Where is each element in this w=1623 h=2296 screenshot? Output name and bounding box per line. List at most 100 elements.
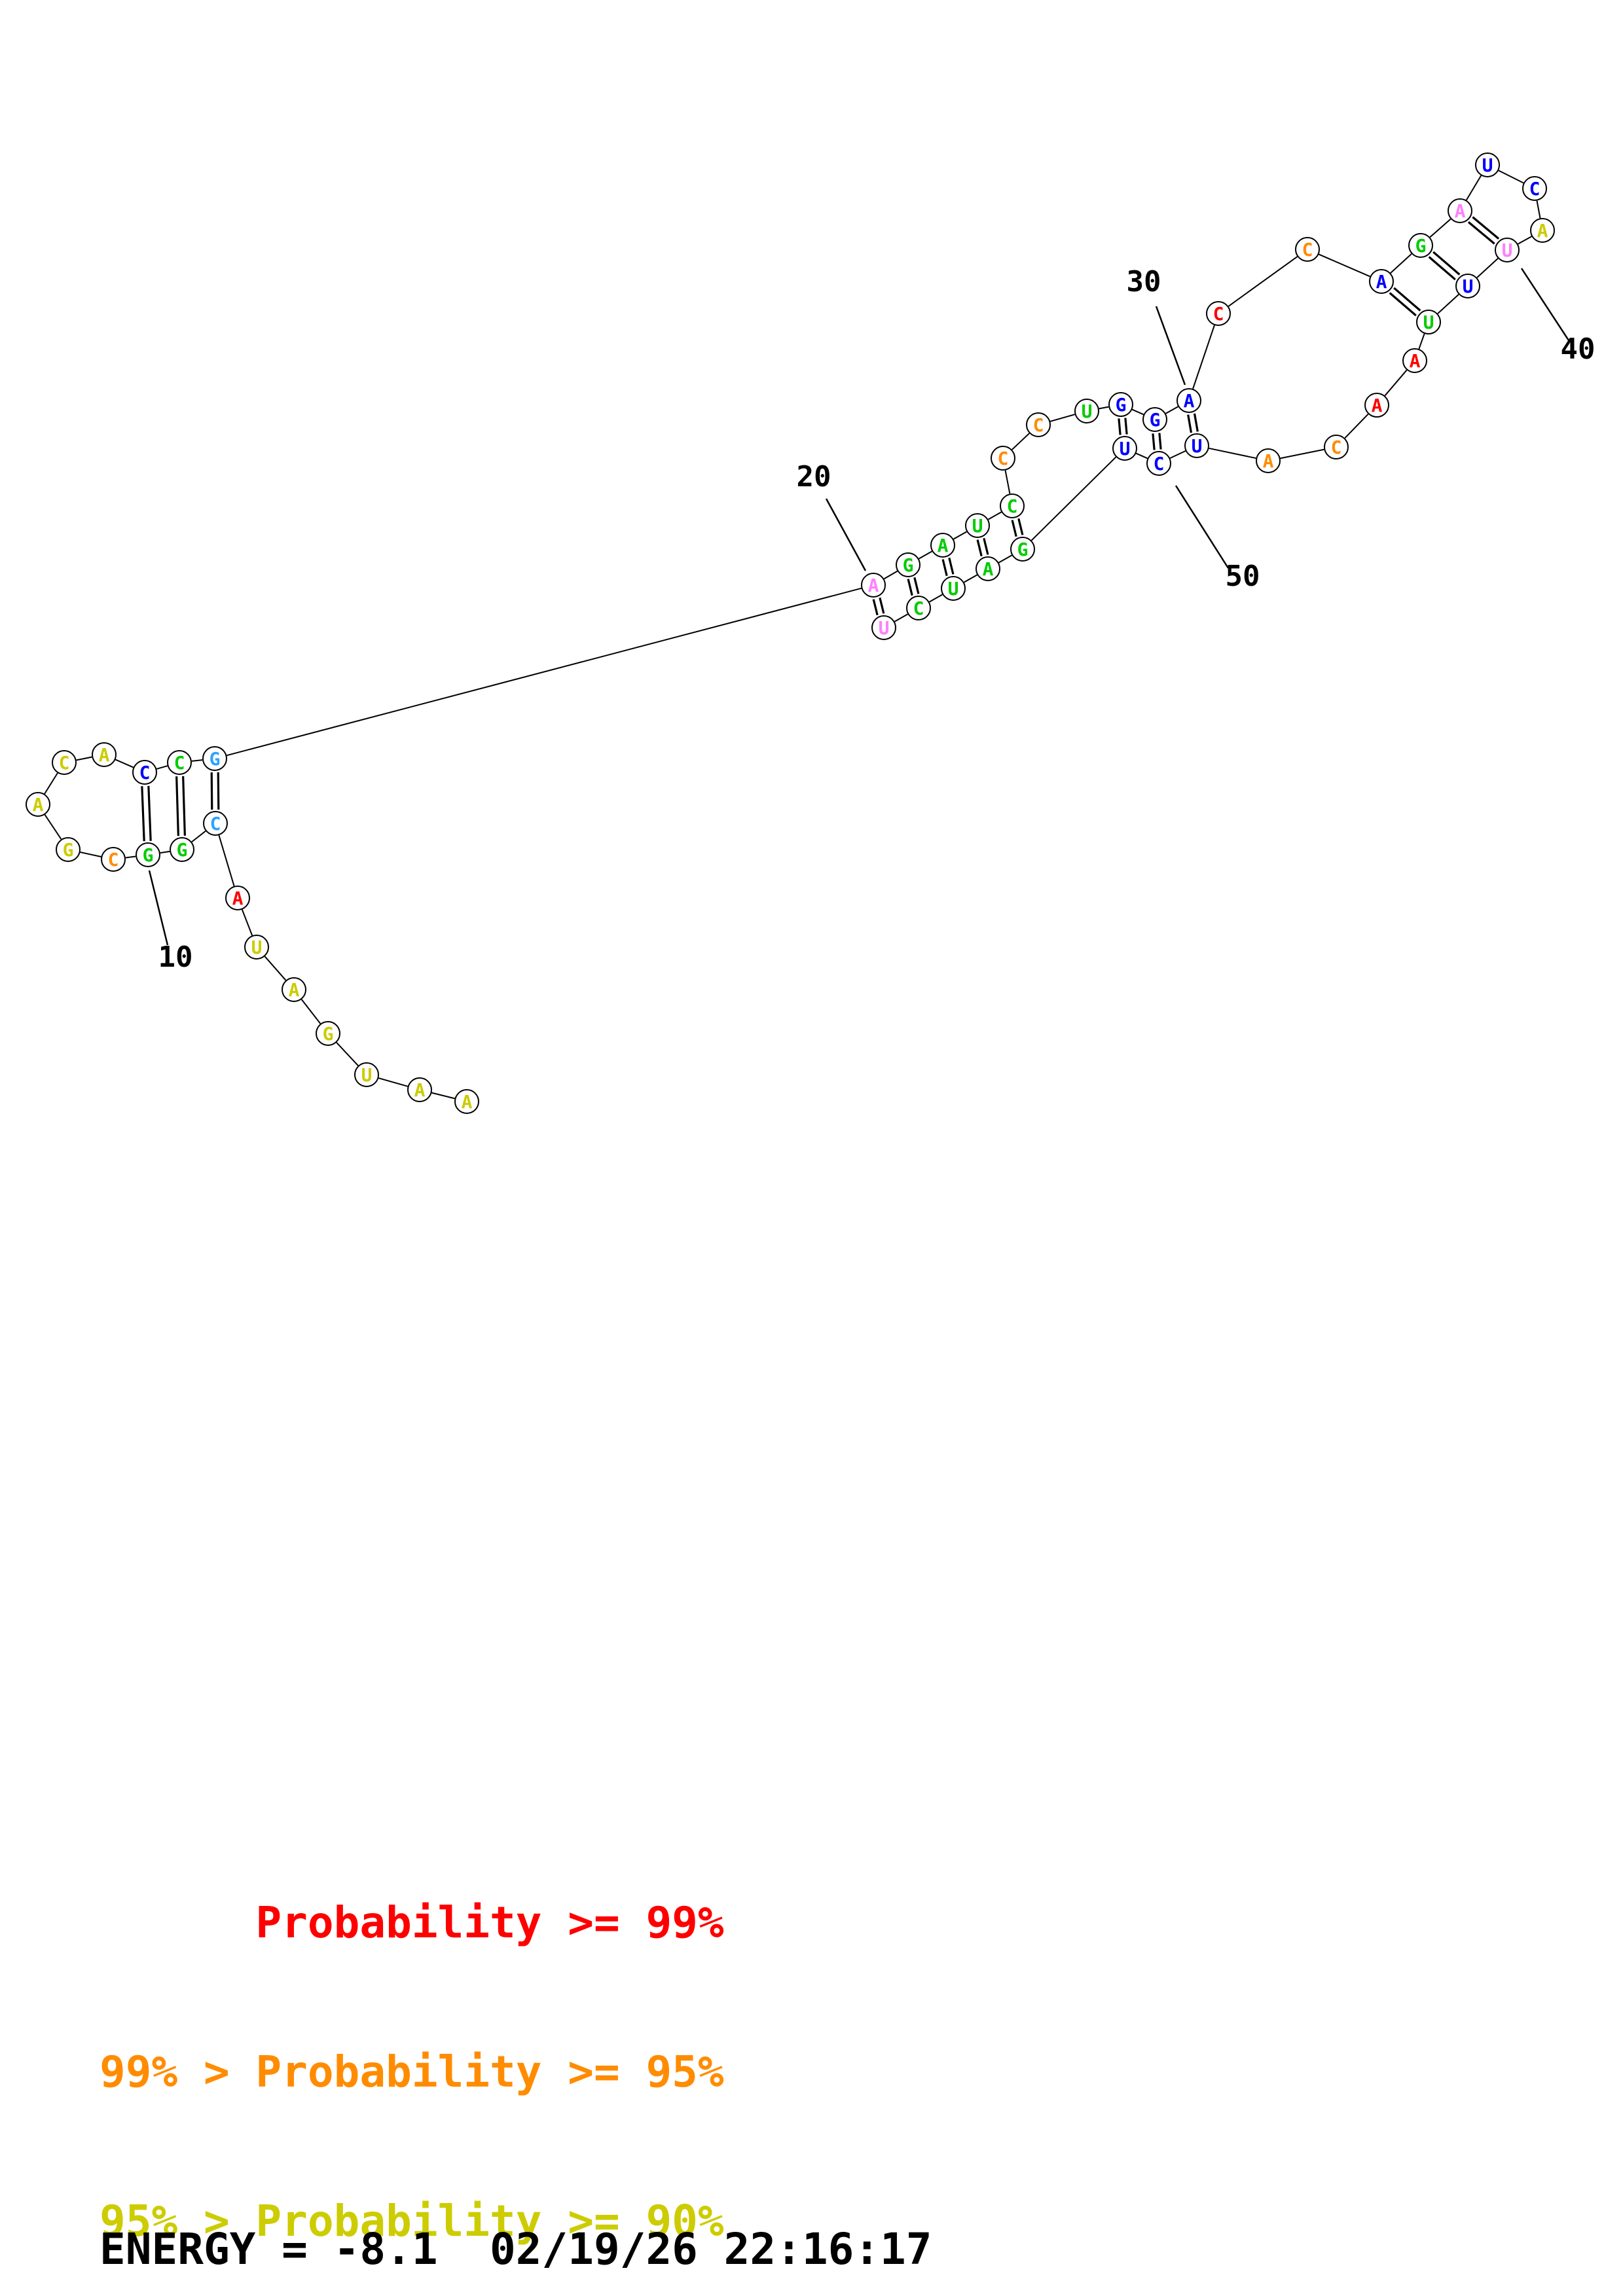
nucleotide-circle xyxy=(1206,301,1231,326)
nucleotide-circle xyxy=(1416,310,1441,334)
bond-line xyxy=(141,786,145,842)
backbone-line xyxy=(883,570,898,580)
backbone-line xyxy=(1004,470,1011,494)
nucleotide-circle xyxy=(225,886,250,910)
nucleotide-circle xyxy=(871,615,896,640)
backbone-line xyxy=(1030,456,1117,541)
bond-line xyxy=(1152,433,1156,450)
nucleotide-letter: A xyxy=(983,558,994,580)
nucleotide-letter: C xyxy=(1302,239,1313,260)
nucleotide-letter: U xyxy=(1482,154,1493,176)
backbone-line xyxy=(1012,433,1030,450)
nucleotide-letter: G xyxy=(210,748,221,770)
legend-row: 95% > Probability >= 90% xyxy=(100,2196,724,2246)
nucleotide-letter: C xyxy=(913,598,924,619)
backbone-line xyxy=(241,909,253,936)
nucleotide-circle xyxy=(407,1077,432,1102)
backbone-line xyxy=(1536,200,1541,219)
nucleotide-circle xyxy=(52,750,77,775)
bond-line xyxy=(210,772,213,810)
nucleotide-circle xyxy=(1146,451,1171,476)
bond-line xyxy=(1187,414,1193,433)
nucleotide-circle xyxy=(167,750,192,775)
nucleotide-letter: C xyxy=(174,752,185,774)
backbone-line xyxy=(44,814,62,840)
backbone-line xyxy=(1192,325,1215,389)
backbone-line xyxy=(1429,218,1451,238)
backbone-line xyxy=(1437,294,1459,314)
backbone-line xyxy=(378,1077,408,1087)
nucleotide-letter: A xyxy=(1184,390,1195,412)
backbone-line xyxy=(1131,408,1144,416)
backbone-line xyxy=(1099,406,1109,410)
nucleotide-circle xyxy=(1369,269,1394,294)
nucleotide-letter: U xyxy=(1082,401,1093,422)
bond-line xyxy=(976,539,983,557)
nucleotide-letter: U xyxy=(972,515,983,537)
backbone-line xyxy=(1280,448,1324,459)
backbone-line xyxy=(1209,447,1256,459)
position-label: 30 xyxy=(1127,265,1161,298)
nucleotide-circle xyxy=(1295,237,1320,262)
nucleotide-circle xyxy=(1000,493,1025,518)
nucleotide-letter: A xyxy=(232,888,244,909)
nucleotide-letter: A xyxy=(414,1079,426,1101)
backbone-line xyxy=(929,594,943,603)
backbone-line xyxy=(964,574,977,583)
backbone-line xyxy=(1518,236,1532,245)
nucleotide-letter: A xyxy=(1263,450,1274,472)
nucleotide-circle xyxy=(354,1062,379,1087)
nucleotide-letter: U xyxy=(879,617,890,639)
nucleotide-circle xyxy=(1026,412,1051,437)
backbone-line xyxy=(160,850,170,854)
bond-line xyxy=(182,776,186,836)
backbone-line xyxy=(218,834,235,887)
nucleotide-circle xyxy=(941,576,966,601)
label-leader-line xyxy=(1175,485,1230,569)
backbone-line xyxy=(998,554,1012,564)
bond-line xyxy=(175,776,179,836)
nucleotide-letter: C xyxy=(1331,437,1342,458)
nucleotide-circle xyxy=(1530,218,1555,243)
nucleotide-letter: C xyxy=(1529,178,1541,200)
nucleotide-letter: A xyxy=(1455,200,1466,222)
nucleotide-letter: A xyxy=(868,575,879,596)
nucleotide-circle xyxy=(170,837,194,862)
legend-row: 99% > Probability >= 95% xyxy=(100,2047,724,2097)
nucleotide-circle xyxy=(1495,238,1520,262)
bond-line xyxy=(1432,251,1461,276)
nucleotide-letter: U xyxy=(1120,438,1131,459)
bond-line xyxy=(1472,216,1500,240)
nucleotide-circle xyxy=(136,842,160,867)
position-label: 50 xyxy=(1226,560,1260,593)
nucleotide-circle xyxy=(1324,435,1349,459)
nucleotide-letter: C xyxy=(108,849,119,870)
nucleotide-circle xyxy=(1455,274,1480,298)
backbone-line xyxy=(894,613,908,622)
backbone-line xyxy=(1135,452,1148,459)
backbone-line xyxy=(1498,170,1524,184)
nucleotide-circle xyxy=(1184,433,1209,458)
backbone-line xyxy=(1344,413,1369,439)
backbone-line xyxy=(988,511,1002,520)
legend-row: Probability >= 99% xyxy=(100,1897,724,1948)
nucleotide-letter: A xyxy=(33,794,44,816)
nucleotide-letter: C xyxy=(1007,495,1018,517)
nucleotide-letter: G xyxy=(63,839,74,861)
backbone-line xyxy=(264,956,287,981)
nucleotide-letter: A xyxy=(99,744,110,766)
nucleotide-letter: A xyxy=(1376,271,1387,293)
nucleotide-circle xyxy=(454,1089,479,1114)
bond-line xyxy=(948,557,955,575)
nucleotide-circle xyxy=(202,746,227,771)
nucleotide-circle xyxy=(1142,407,1167,432)
nucleotide-circle xyxy=(1475,152,1500,177)
bond-line xyxy=(1389,292,1417,317)
nucleotide-circle xyxy=(1074,399,1099,423)
nucleotide-circle xyxy=(316,1021,340,1046)
nucleotide-circle xyxy=(1176,388,1201,413)
bond-line xyxy=(1124,418,1128,435)
backbone-line xyxy=(301,999,321,1024)
